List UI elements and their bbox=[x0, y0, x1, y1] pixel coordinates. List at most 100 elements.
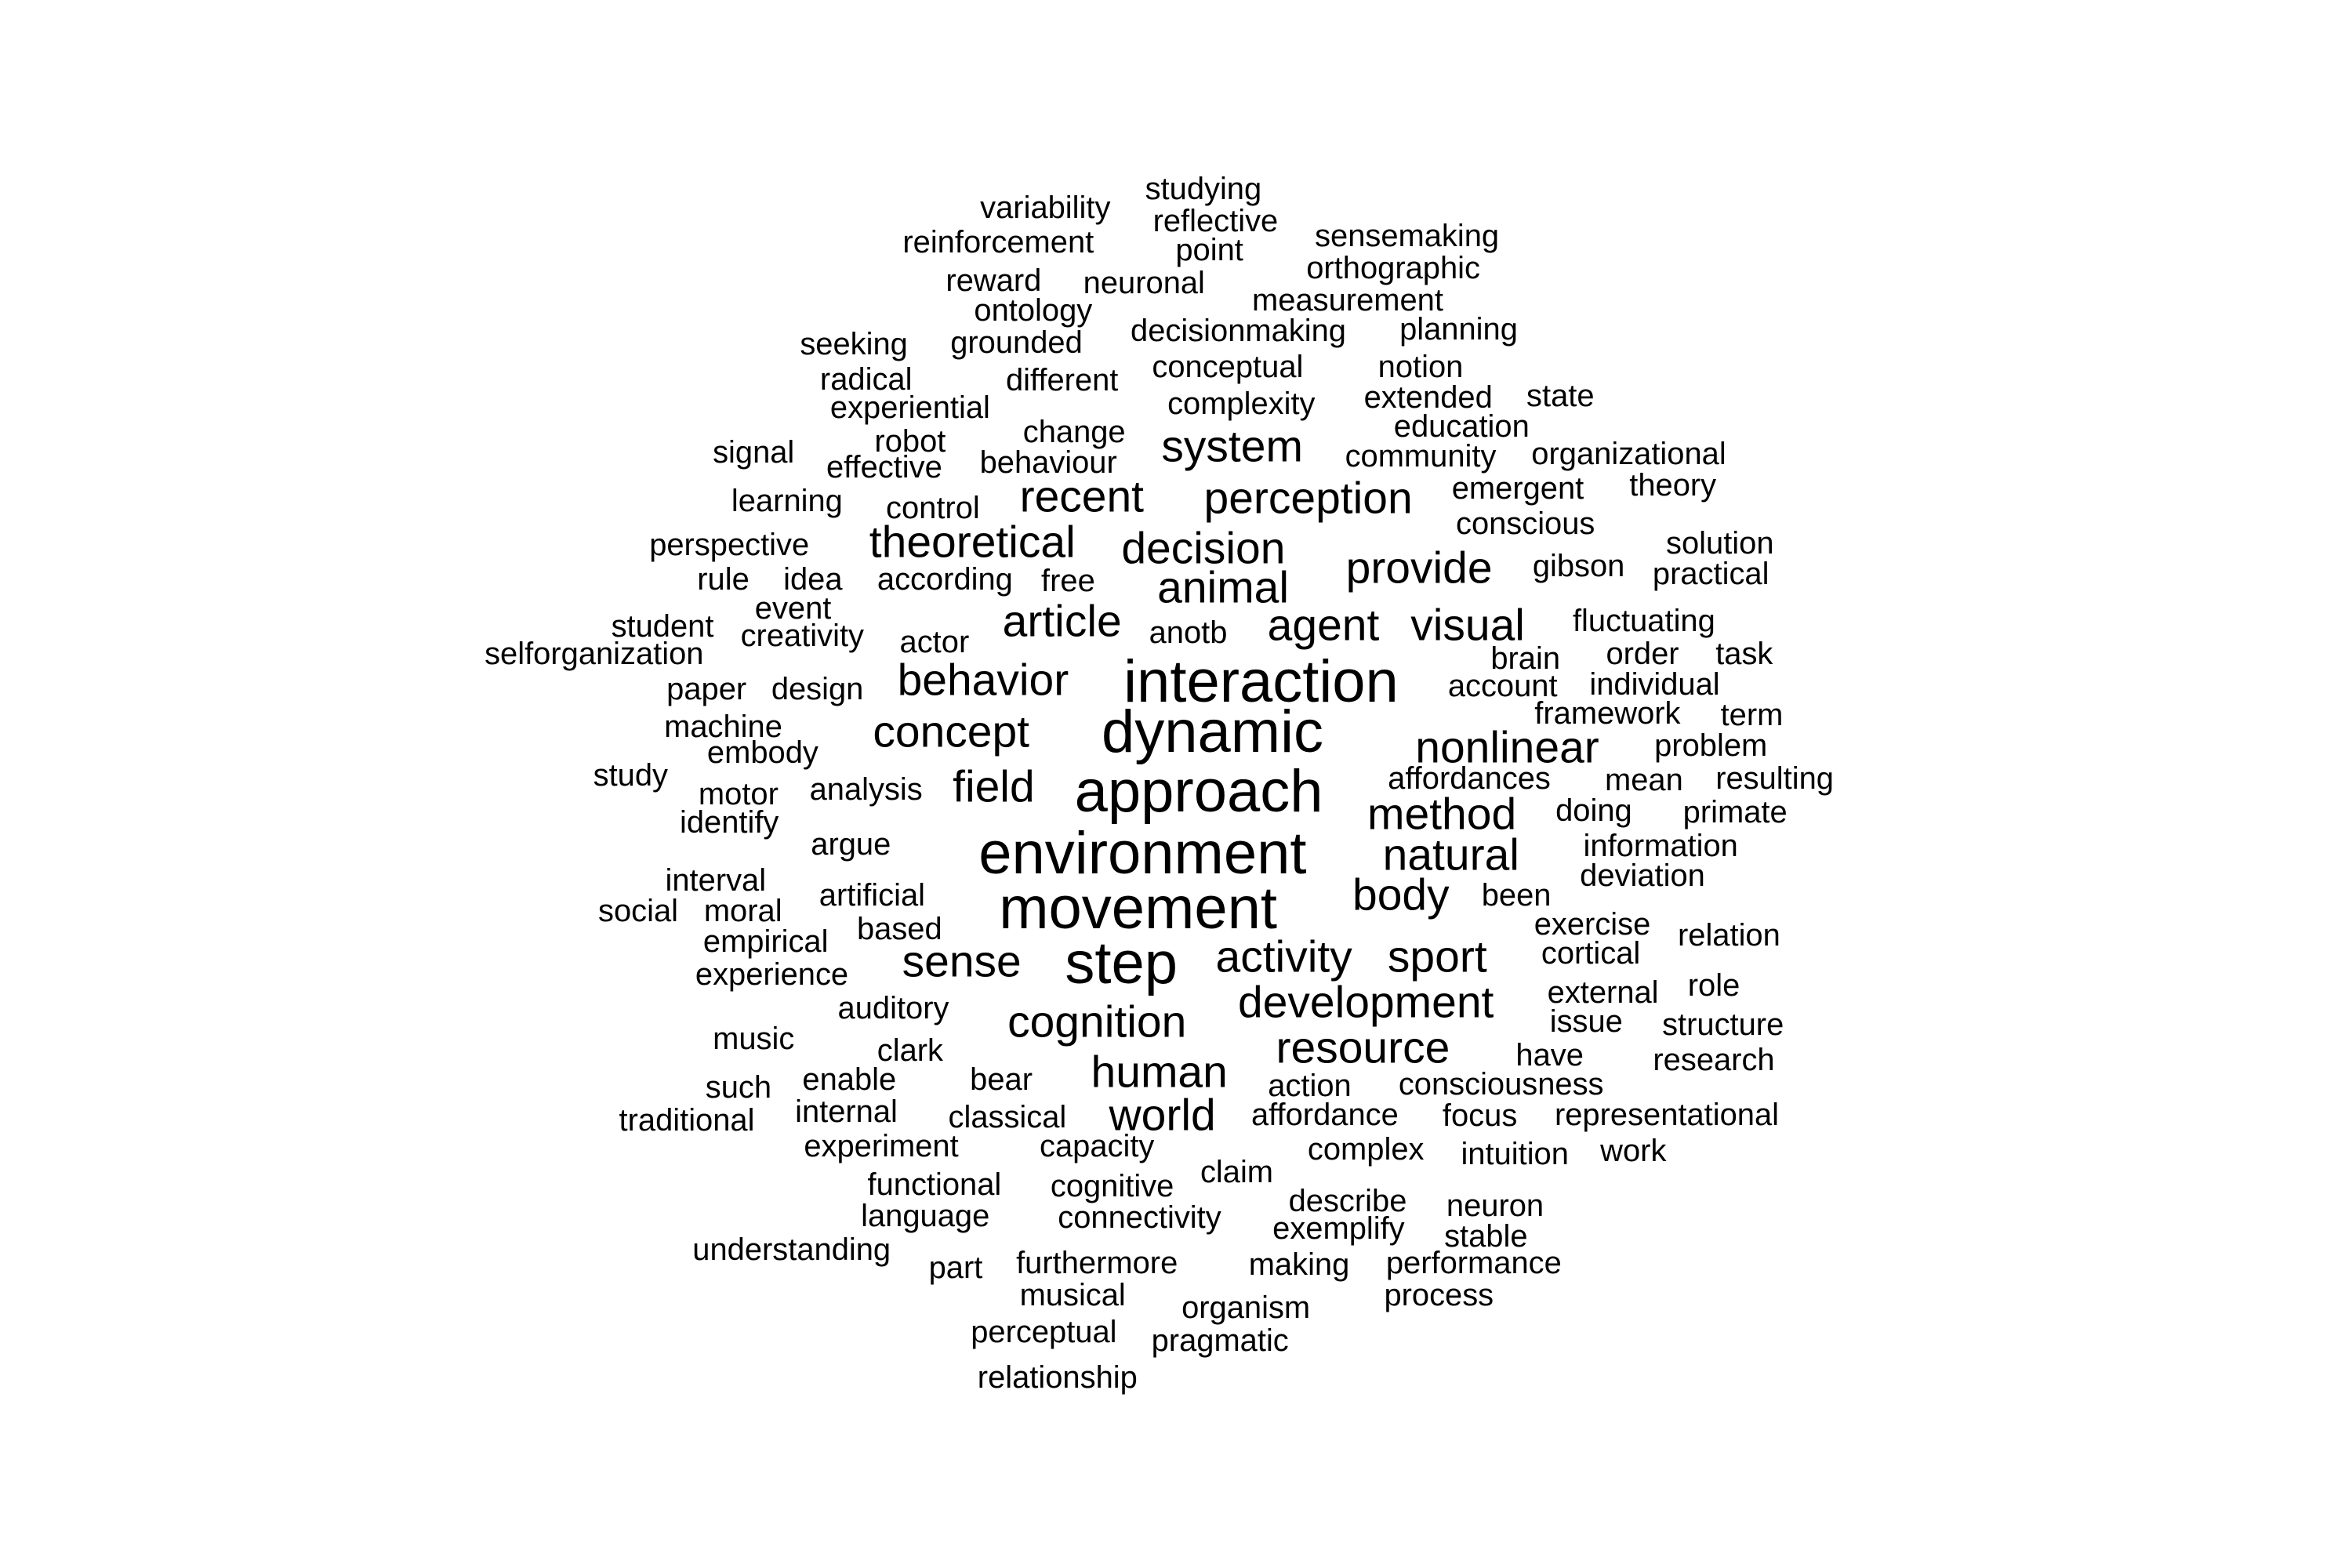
word-account: account bbox=[1447, 669, 1558, 704]
word-organism: organism bbox=[1181, 1290, 1311, 1325]
word-method: method bbox=[1367, 789, 1517, 840]
word-order: order bbox=[1606, 637, 1679, 672]
word-work: work bbox=[1600, 1134, 1667, 1169]
word-field: field bbox=[953, 761, 1035, 812]
word-different: different bbox=[1005, 363, 1119, 398]
word-orthographic: orthographic bbox=[1306, 251, 1480, 286]
word-complex: complex bbox=[1307, 1132, 1425, 1167]
word-visual: visual bbox=[1410, 600, 1525, 651]
word-interaction: interaction bbox=[1123, 648, 1399, 716]
word-provide: provide bbox=[1345, 543, 1493, 593]
word-pragmatic: pragmatic bbox=[1151, 1323, 1289, 1359]
word-experience: experience bbox=[695, 957, 849, 993]
word-music: music bbox=[713, 1021, 795, 1056]
word-community: community bbox=[1345, 439, 1497, 474]
word-decisionmaking: decisionmaking bbox=[1131, 313, 1346, 348]
word-moral: moral bbox=[703, 893, 782, 928]
word-natural: natural bbox=[1382, 829, 1519, 880]
word-furthermore: furthermore bbox=[1016, 1246, 1178, 1281]
word-perception: perception bbox=[1203, 473, 1413, 524]
word-sport: sport bbox=[1387, 931, 1487, 982]
word-performance: performance bbox=[1385, 1246, 1562, 1281]
word-research: research bbox=[1653, 1042, 1775, 1077]
word-radical: radical bbox=[819, 361, 913, 397]
word-behaviour: behaviour bbox=[979, 445, 1117, 481]
word-classical: classical bbox=[948, 1100, 1067, 1135]
word-bear: bear bbox=[970, 1062, 1033, 1097]
word-dynamic: dynamic bbox=[1102, 699, 1323, 766]
word-functional: functional bbox=[867, 1167, 1002, 1202]
word-cortical: cortical bbox=[1541, 936, 1641, 971]
word-auditory: auditory bbox=[837, 990, 949, 1025]
word-understanding: understanding bbox=[692, 1232, 891, 1268]
word-reflective: reflective bbox=[1152, 203, 1279, 238]
word-term: term bbox=[1720, 697, 1784, 732]
word-been: been bbox=[1481, 878, 1552, 913]
word-interval: interval bbox=[665, 863, 767, 898]
word-activity: activity bbox=[1215, 931, 1352, 982]
word-planning: planning bbox=[1399, 311, 1518, 347]
word-perspective: perspective bbox=[649, 527, 810, 562]
word-relation: relation bbox=[1677, 917, 1780, 953]
word-sensemaking: sensemaking bbox=[1315, 219, 1500, 254]
word-variability: variability bbox=[980, 190, 1111, 225]
word-idea: idea bbox=[783, 562, 843, 597]
word-solution: solution bbox=[1666, 525, 1774, 561]
word-issue: issue bbox=[1549, 1004, 1623, 1040]
word-affordance: affordance bbox=[1250, 1097, 1399, 1132]
word-artificial: artificial bbox=[818, 878, 925, 913]
word-development: development bbox=[1237, 977, 1494, 1028]
word-decision: decision bbox=[1121, 523, 1286, 574]
word-movement: movement bbox=[999, 874, 1277, 942]
word-actor: actor bbox=[899, 624, 970, 659]
word-primate: primate bbox=[1682, 794, 1788, 829]
word-claim: claim bbox=[1200, 1155, 1274, 1190]
word-framework: framework bbox=[1534, 695, 1681, 731]
word-agent: agent bbox=[1267, 600, 1380, 651]
word-analysis: analysis bbox=[809, 771, 923, 807]
word-student: student bbox=[611, 609, 714, 644]
word-experiment: experiment bbox=[804, 1129, 959, 1164]
word-control: control bbox=[886, 491, 980, 526]
word-external: external bbox=[1547, 975, 1659, 1011]
word-deviation: deviation bbox=[1580, 858, 1705, 894]
word-social: social bbox=[598, 893, 678, 928]
word-design: design bbox=[771, 671, 864, 706]
word-neuron: neuron bbox=[1446, 1188, 1544, 1223]
word-task: task bbox=[1715, 637, 1773, 672]
word-cognitive: cognitive bbox=[1050, 1168, 1174, 1203]
word-point: point bbox=[1175, 232, 1243, 267]
word-stable: stable bbox=[1444, 1218, 1528, 1254]
word-body: body bbox=[1352, 869, 1450, 920]
word-clark: clark bbox=[877, 1033, 944, 1069]
word-motor: motor bbox=[698, 776, 779, 811]
word-problem: problem bbox=[1654, 728, 1768, 763]
word-organizational: organizational bbox=[1531, 436, 1726, 471]
word-reward: reward bbox=[946, 263, 1042, 298]
word-describe: describe bbox=[1288, 1183, 1407, 1218]
word-step: step bbox=[1065, 929, 1178, 996]
word-structure: structure bbox=[1662, 1007, 1784, 1043]
word-world: world bbox=[1109, 1090, 1216, 1140]
word-capacity: capacity bbox=[1040, 1129, 1155, 1164]
word-gibson: gibson bbox=[1532, 548, 1625, 583]
word-resource: resource bbox=[1276, 1022, 1450, 1073]
word-change: change bbox=[1022, 415, 1126, 450]
word-sense: sense bbox=[902, 936, 1022, 987]
word-environment: environment bbox=[978, 820, 1307, 887]
word-recent: recent bbox=[1019, 471, 1145, 522]
word-based: based bbox=[856, 912, 942, 947]
word-concept: concept bbox=[873, 706, 1030, 757]
word-resulting: resulting bbox=[1715, 761, 1834, 797]
word-free: free bbox=[1041, 564, 1095, 599]
word-language: language bbox=[861, 1199, 990, 1234]
word-machine: machine bbox=[664, 710, 782, 745]
word-affordances: affordances bbox=[1388, 761, 1551, 797]
word-neuronal: neuronal bbox=[1083, 266, 1205, 301]
word-intuition: intuition bbox=[1461, 1136, 1569, 1171]
word-ontology: ontology bbox=[974, 293, 1093, 328]
word-signal: signal bbox=[713, 434, 795, 470]
word-paper: paper bbox=[666, 671, 747, 706]
word-theory: theory bbox=[1629, 468, 1717, 503]
